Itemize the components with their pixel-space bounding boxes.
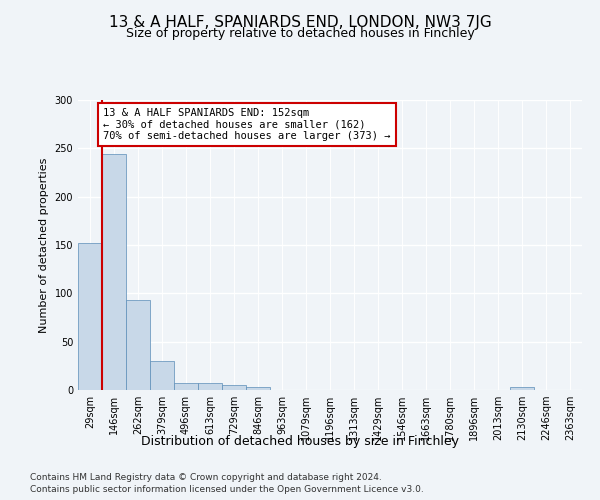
Text: Distribution of detached houses by size in Finchley: Distribution of detached houses by size … [141, 435, 459, 448]
Bar [78, 243, 102, 390]
Bar [174, 383, 198, 390]
Bar [126, 300, 150, 390]
Bar [510, 387, 534, 390]
Bar [246, 387, 270, 390]
Bar [102, 154, 126, 390]
Text: 13 & A HALF, SPANIARDS END, LONDON, NW3 7JG: 13 & A HALF, SPANIARDS END, LONDON, NW3 … [109, 15, 491, 30]
Text: Contains HM Land Registry data © Crown copyright and database right 2024.: Contains HM Land Registry data © Crown c… [30, 472, 382, 482]
Y-axis label: Number of detached properties: Number of detached properties [39, 158, 49, 332]
Text: Size of property relative to detached houses in Finchley: Size of property relative to detached ho… [125, 28, 475, 40]
Bar [198, 383, 222, 390]
Bar [222, 385, 246, 390]
Text: Contains public sector information licensed under the Open Government Licence v3: Contains public sector information licen… [30, 485, 424, 494]
Text: 13 & A HALF SPANIARDS END: 152sqm
← 30% of detached houses are smaller (162)
70%: 13 & A HALF SPANIARDS END: 152sqm ← 30% … [103, 108, 391, 141]
Bar [150, 361, 174, 390]
